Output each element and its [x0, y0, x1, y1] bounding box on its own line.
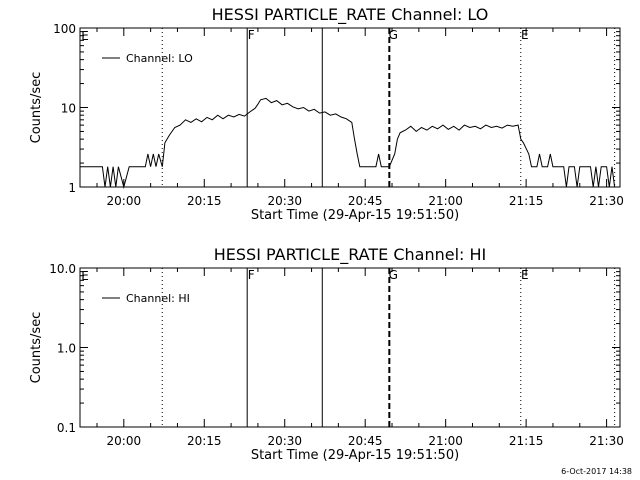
panel-1-corner-label: E [81, 29, 89, 43]
panel-2-event-marker-label: F [248, 268, 255, 282]
date-stamp: 6-Oct-2017 14:38 [561, 467, 632, 476]
panel-1-y-axis-label: Counts/sec [29, 72, 44, 144]
panel-1-x-axis-label: Start Time (29-Apr-15 19:51:50) [251, 208, 459, 223]
panel-2-x-axis-label: Start Time (29-Apr-15 19:51:50) [251, 448, 459, 463]
panel-2-x-tick-label: 21:30 [589, 434, 624, 448]
panel-1-event-marker-label: E [521, 28, 529, 42]
panel-1-y-tick-label: 10 [61, 102, 76, 116]
panel-2-x-tick-label: 21:00 [428, 434, 463, 448]
panel-2-x-tick-label: 20:30 [267, 434, 302, 448]
panel-2-y-tick-label: 1.0 [57, 342, 76, 356]
panel-1-x-tick-label: 20:30 [267, 194, 302, 208]
panel-2-x-tick-label: 21:15 [509, 434, 544, 448]
panel-2-y-axis-label: Counts/sec [29, 312, 44, 384]
panel-2-y-tick-label: 0.1 [57, 421, 76, 435]
panel-1-x-tick-label: 20:00 [107, 194, 142, 208]
panel-1-series-line [80, 97, 616, 189]
panel-1-x-tick-label: 20:45 [348, 194, 383, 208]
panel-1-event-marker-label: F [248, 28, 255, 42]
panel-2-corner-label: E [81, 269, 89, 283]
panel-1-y-tick-label: 1 [68, 181, 76, 195]
panel-2-y-tick-label: 10.0 [49, 262, 76, 276]
panel-1-legend-label: Channel: LO [126, 52, 193, 65]
panel-2-event-marker-label: G [389, 268, 398, 282]
panel-1-x-tick-label: 21:30 [589, 194, 624, 208]
panel-1-y-tick-label: 100 [53, 22, 76, 36]
panel-1-event-marker-label: G [389, 28, 398, 42]
panel-2-x-tick-label: 20:15 [187, 434, 222, 448]
panel-2-x-tick-label: 20:00 [107, 434, 142, 448]
panel-2-event-marker-label: E [521, 268, 529, 282]
panel-1-x-tick-label: 21:15 [509, 194, 544, 208]
panel-2-legend-label: Channel: HI [126, 292, 190, 305]
panel-2-x-tick-label: 20:45 [348, 434, 383, 448]
panel-1-chart-title: HESSI PARTICLE_RATE Channel: LO [212, 5, 489, 25]
panel-1-x-tick-label: 21:00 [428, 194, 463, 208]
panel-2-chart-title: HESSI PARTICLE_RATE Channel: HI [214, 245, 487, 265]
panel-1-x-tick-label: 20:15 [187, 194, 222, 208]
